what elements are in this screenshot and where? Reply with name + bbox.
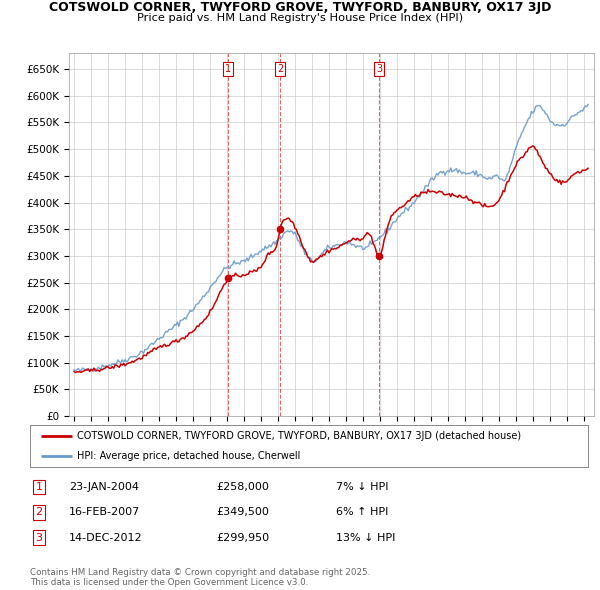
Text: HPI: Average price, detached house, Cherwell: HPI: Average price, detached house, Cher… <box>77 451 301 461</box>
Text: 1: 1 <box>35 482 43 492</box>
Point <box>275 225 285 234</box>
Text: Contains HM Land Registry data © Crown copyright and database right 2025.
This d: Contains HM Land Registry data © Crown c… <box>30 568 370 587</box>
Text: 14-DEC-2012: 14-DEC-2012 <box>69 533 143 543</box>
Text: £299,950: £299,950 <box>216 533 269 543</box>
Text: Price paid vs. HM Land Registry's House Price Index (HPI): Price paid vs. HM Land Registry's House … <box>137 13 463 23</box>
Text: 13% ↓ HPI: 13% ↓ HPI <box>336 533 395 543</box>
Text: 2: 2 <box>277 64 283 74</box>
Text: 1: 1 <box>225 64 231 74</box>
Text: 7% ↓ HPI: 7% ↓ HPI <box>336 482 389 492</box>
Text: 3: 3 <box>376 64 382 74</box>
Text: 3: 3 <box>35 533 43 543</box>
Text: COTSWOLD CORNER, TWYFORD GROVE, TWYFORD, BANBURY, OX17 3JD (detached house): COTSWOLD CORNER, TWYFORD GROVE, TWYFORD,… <box>77 431 521 441</box>
Text: COTSWOLD CORNER, TWYFORD GROVE, TWYFORD, BANBURY, OX17 3JD: COTSWOLD CORNER, TWYFORD GROVE, TWYFORD,… <box>49 2 551 15</box>
Text: 16-FEB-2007: 16-FEB-2007 <box>69 507 140 517</box>
Text: 2: 2 <box>35 507 43 517</box>
Text: £349,500: £349,500 <box>216 507 269 517</box>
Text: £258,000: £258,000 <box>216 482 269 492</box>
Text: 23-JAN-2004: 23-JAN-2004 <box>69 482 139 492</box>
Point <box>223 274 233 283</box>
Point <box>374 251 384 261</box>
Text: 6% ↑ HPI: 6% ↑ HPI <box>336 507 388 517</box>
